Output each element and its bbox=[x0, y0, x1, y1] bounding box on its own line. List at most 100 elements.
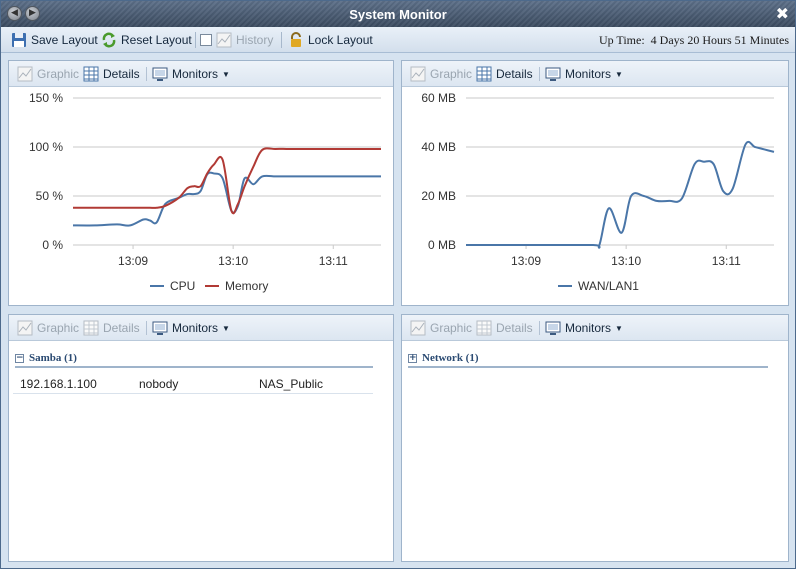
graph-icon bbox=[17, 66, 33, 82]
cpu-memory-panel: Graphic Details Monitors ▼ 0 % 50 % 100 % 1… bbox=[8, 60, 394, 306]
monitors-label: Monitors bbox=[172, 321, 219, 335]
graphic-label: Graphic bbox=[430, 321, 473, 335]
window-title: System Monitor bbox=[349, 7, 447, 22]
disk-icon bbox=[11, 32, 27, 48]
panel-header: Graphic Details Monitors ▼ bbox=[9, 61, 393, 87]
x-tick-label: 13:11 bbox=[712, 254, 741, 268]
y-tick-label: 150 % bbox=[29, 91, 63, 105]
refresh-icon bbox=[101, 32, 117, 48]
details-label: Details bbox=[496, 321, 533, 335]
monitor-icon bbox=[152, 66, 168, 82]
chevron-down-icon: ▼ bbox=[615, 69, 623, 79]
history-checkbox[interactable] bbox=[200, 31, 215, 49]
panel-header: Graphic Details Monitors ▼ bbox=[402, 61, 788, 87]
reset-layout-label: Reset Layout bbox=[121, 33, 192, 47]
grid-icon bbox=[476, 66, 492, 82]
table-row[interactable]: 192.168.1.100 nobody NAS_Public bbox=[13, 374, 373, 394]
graphic-tab[interactable]: Graphic bbox=[410, 66, 472, 82]
save-layout-label: Save Layout bbox=[31, 33, 98, 47]
monitors-label: Monitors bbox=[172, 67, 219, 81]
graphic-tab[interactable]: Graphic bbox=[410, 320, 472, 336]
lock-icon bbox=[288, 32, 304, 48]
grid-icon bbox=[476, 320, 492, 336]
graph-icon bbox=[17, 320, 33, 336]
uptime-value: 4 Days 20 Hours 51 Minutes bbox=[650, 33, 789, 47]
grid-icon bbox=[83, 66, 99, 82]
x-tick-label: 13:09 bbox=[118, 254, 148, 268]
uptime-label: Up Time: bbox=[598, 33, 645, 47]
network-panel: Graphic Details Monitors ▼ + Network (1) bbox=[401, 314, 789, 562]
expand-icon[interactable]: + bbox=[408, 352, 417, 363]
monitors-label: Monitors bbox=[565, 67, 612, 81]
monitor-icon bbox=[545, 320, 561, 336]
y-tick-label: 0 MB bbox=[428, 238, 456, 252]
close-icon[interactable]: ✖ bbox=[775, 4, 789, 23]
checkbox-icon bbox=[200, 34, 212, 46]
graph-icon bbox=[410, 66, 426, 82]
chevron-down-icon: ▼ bbox=[615, 323, 623, 333]
details-tab[interactable]: Details bbox=[83, 320, 140, 336]
reset-layout-button[interactable]: Reset Layout bbox=[101, 31, 192, 49]
header-divider bbox=[146, 67, 147, 81]
x-tick-label: 13:11 bbox=[319, 254, 348, 268]
graphic-label: Graphic bbox=[37, 67, 80, 81]
graphic-tab[interactable]: Graphic bbox=[17, 66, 79, 82]
monitors-dropdown[interactable]: Monitors ▼ bbox=[152, 66, 230, 82]
collapse-icon[interactable]: − bbox=[15, 352, 24, 363]
y-tick-label: 50 % bbox=[36, 189, 64, 203]
panel-body: 0 MB 20 MB 40 MB 60 MB 13:09 13:10 13:11 WAN/LA… bbox=[402, 88, 788, 305]
monitor-icon bbox=[545, 66, 561, 82]
panel-body: − Samba (1) 192.168.1.100 nobody NAS_Pub… bbox=[9, 342, 393, 561]
y-tick-label: 100 % bbox=[29, 140, 63, 154]
graphic-label: Graphic bbox=[37, 321, 80, 335]
title-bar: ◀ ▶ System Monitor ✖ bbox=[1, 1, 795, 27]
user-cell: nobody bbox=[139, 377, 179, 391]
history-button[interactable]: History bbox=[216, 31, 273, 49]
samba-panel: Graphic Details Monitors ▼ − Samba (1) 1… bbox=[8, 314, 394, 562]
network-group-title: Network (1) bbox=[422, 352, 479, 364]
panel-body: + Network (1) bbox=[402, 342, 788, 561]
details-tab[interactable]: Details bbox=[476, 66, 533, 82]
series-line-memory bbox=[73, 147, 381, 215]
monitors-dropdown[interactable]: Monitors ▼ bbox=[545, 320, 623, 336]
samba-group-title: Samba (1) bbox=[29, 352, 77, 364]
share-cell: NAS_Public bbox=[259, 377, 324, 391]
panel-header: Graphic Details Monitors ▼ bbox=[402, 315, 788, 341]
panel-header: Graphic Details Monitors ▼ bbox=[9, 315, 393, 341]
details-label: Details bbox=[496, 67, 533, 81]
history-chart-icon bbox=[216, 32, 232, 48]
lock-layout-button[interactable]: Lock Layout bbox=[288, 31, 373, 49]
samba-group-header[interactable]: − Samba (1) bbox=[15, 350, 373, 368]
save-layout-button[interactable]: Save Layout bbox=[11, 31, 98, 49]
details-label: Details bbox=[103, 321, 140, 335]
x-tick-label: 13:10 bbox=[611, 254, 641, 268]
header-divider bbox=[539, 321, 540, 335]
forward-button[interactable]: ▶ bbox=[25, 6, 40, 21]
toolbar-divider bbox=[195, 32, 196, 48]
ip-cell: 192.168.1.100 bbox=[20, 377, 97, 391]
y-tick-label: 0 % bbox=[42, 238, 63, 252]
series-line-wan-lan1 bbox=[466, 140, 775, 249]
chevron-down-icon: ▼ bbox=[222, 323, 230, 333]
monitors-dropdown[interactable]: Monitors ▼ bbox=[545, 66, 623, 82]
legend-label: WAN/LAN1 bbox=[578, 279, 639, 293]
cpu-memory-chart: 0 % 50 % 100 % 150 % 13:09 13:10 13:11 CPU Memor… bbox=[29, 91, 381, 293]
y-tick-label: 20 MB bbox=[421, 189, 456, 203]
x-tick-label: 13:10 bbox=[218, 254, 248, 268]
details-tab[interactable]: Details bbox=[83, 66, 140, 82]
toolbar: Save Layout Reset Layout History Lock La… bbox=[1, 27, 795, 53]
x-tick-label: 13:09 bbox=[511, 254, 541, 268]
monitors-dropdown[interactable]: Monitors ▼ bbox=[152, 320, 230, 336]
network-group-header[interactable]: + Network (1) bbox=[408, 350, 768, 368]
header-divider bbox=[539, 67, 540, 81]
monitors-label: Monitors bbox=[565, 321, 612, 335]
back-button[interactable]: ◀ bbox=[7, 6, 22, 21]
panel-body: 0 % 50 % 100 % 150 % 13:09 13:10 13:11 CPU Memor… bbox=[9, 88, 393, 305]
legend-label: Memory bbox=[225, 279, 268, 293]
graphic-tab[interactable]: Graphic bbox=[17, 320, 79, 336]
details-tab[interactable]: Details bbox=[476, 320, 533, 336]
grid-icon bbox=[83, 320, 99, 336]
network-chart: 0 MB 20 MB 40 MB 60 MB 13:09 13:10 13:11 WAN/LA… bbox=[421, 91, 775, 293]
toolbar-divider bbox=[281, 32, 282, 48]
